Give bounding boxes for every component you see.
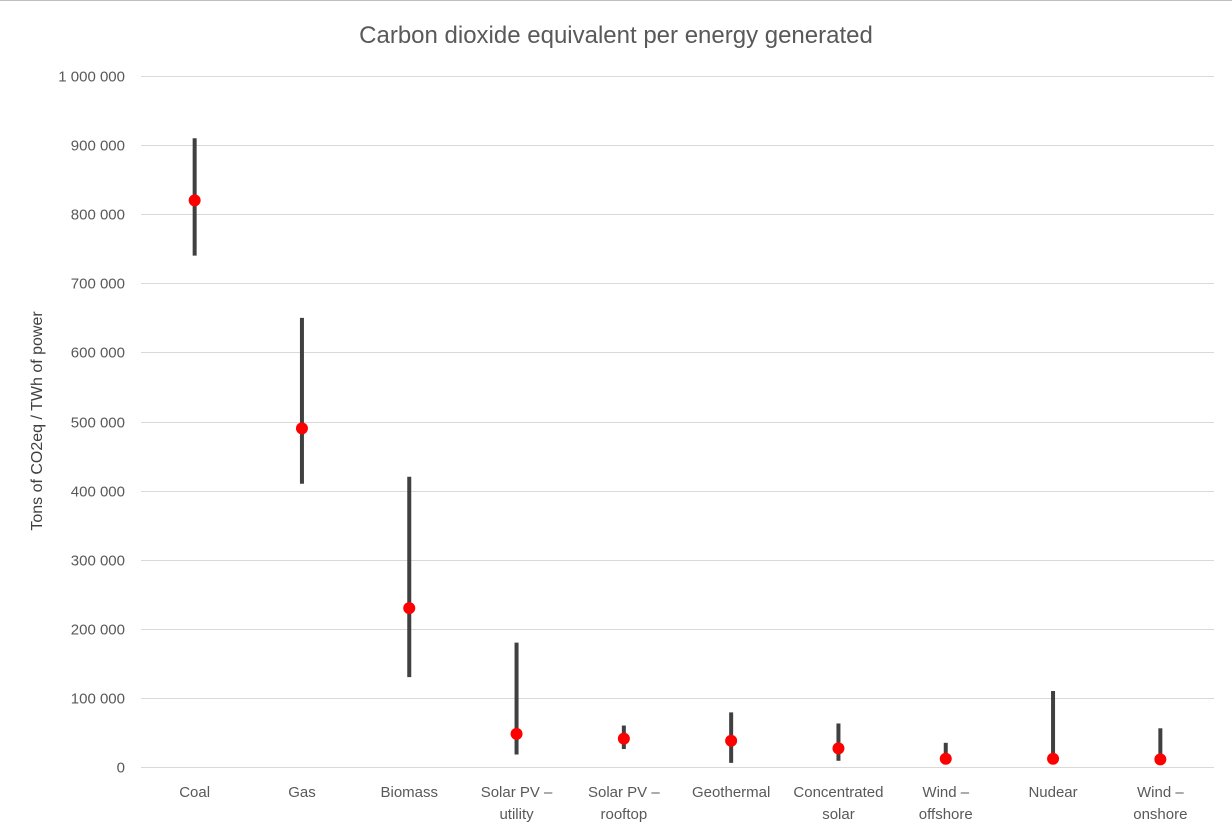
x-category-label: rooftop: [600, 806, 647, 823]
x-category-label: offshore: [919, 806, 973, 823]
x-category-label: Solar PV –: [588, 784, 660, 801]
range-bars: [192, 138, 1163, 765]
y-tick-label: 900 000: [71, 138, 125, 155]
x-category-label: Nudear: [1028, 784, 1077, 801]
x-category-label: Solar PV –: [481, 784, 553, 801]
data-point: [295, 422, 308, 435]
y-tick-label: 500 000: [71, 415, 125, 432]
y-axis-ticks: 0 100 000 200 000 300 000 400 000 500 000 600 …: [58, 69, 125, 777]
x-category-label: solar: [822, 806, 855, 823]
data-point: [188, 194, 201, 207]
data-points: [188, 194, 1167, 766]
data-point: [939, 752, 952, 765]
x-category-label: Concentrated: [793, 784, 883, 801]
x-category-label: utility: [499, 806, 534, 823]
data-point: [1154, 753, 1167, 766]
y-tick-label: 800 000: [71, 207, 125, 224]
y-tick-label: 1 000 000: [58, 69, 125, 86]
x-category-label: Coal: [179, 784, 210, 801]
x-category-label: onshore: [1133, 806, 1187, 823]
y-tick-label: 600 000: [71, 345, 125, 362]
x-category-label: Gas: [288, 784, 316, 801]
data-point: [832, 742, 845, 755]
data-point: [725, 734, 738, 747]
x-axis-categories: Coal Gas Biomass Solar PV – utility Solar PV …: [179, 784, 1187, 823]
data-point: [403, 602, 416, 615]
data-point: [510, 727, 523, 740]
data-point: [617, 732, 630, 745]
y-tick-label: 0: [117, 760, 125, 777]
y-axis-label: Tons of CO2eq / TWh of power: [29, 311, 46, 531]
y-tick-label: 400 000: [71, 484, 125, 501]
data-point: [1047, 752, 1060, 765]
x-category-label: Wind –: [1137, 784, 1184, 801]
y-tick-label: 700 000: [71, 276, 125, 293]
y-tick-label: 300 000: [71, 553, 125, 570]
y-tick-label: 100 000: [71, 691, 125, 708]
x-category-label: Wind –: [922, 784, 969, 801]
gridlines: [141, 76, 1214, 768]
chart-title: Carbon dioxide equivalent per energy gen…: [359, 22, 873, 49]
x-category-label: Geothermal: [692, 784, 770, 801]
y-tick-label: 200 000: [71, 622, 125, 639]
x-category-label: Biomass: [380, 784, 438, 801]
